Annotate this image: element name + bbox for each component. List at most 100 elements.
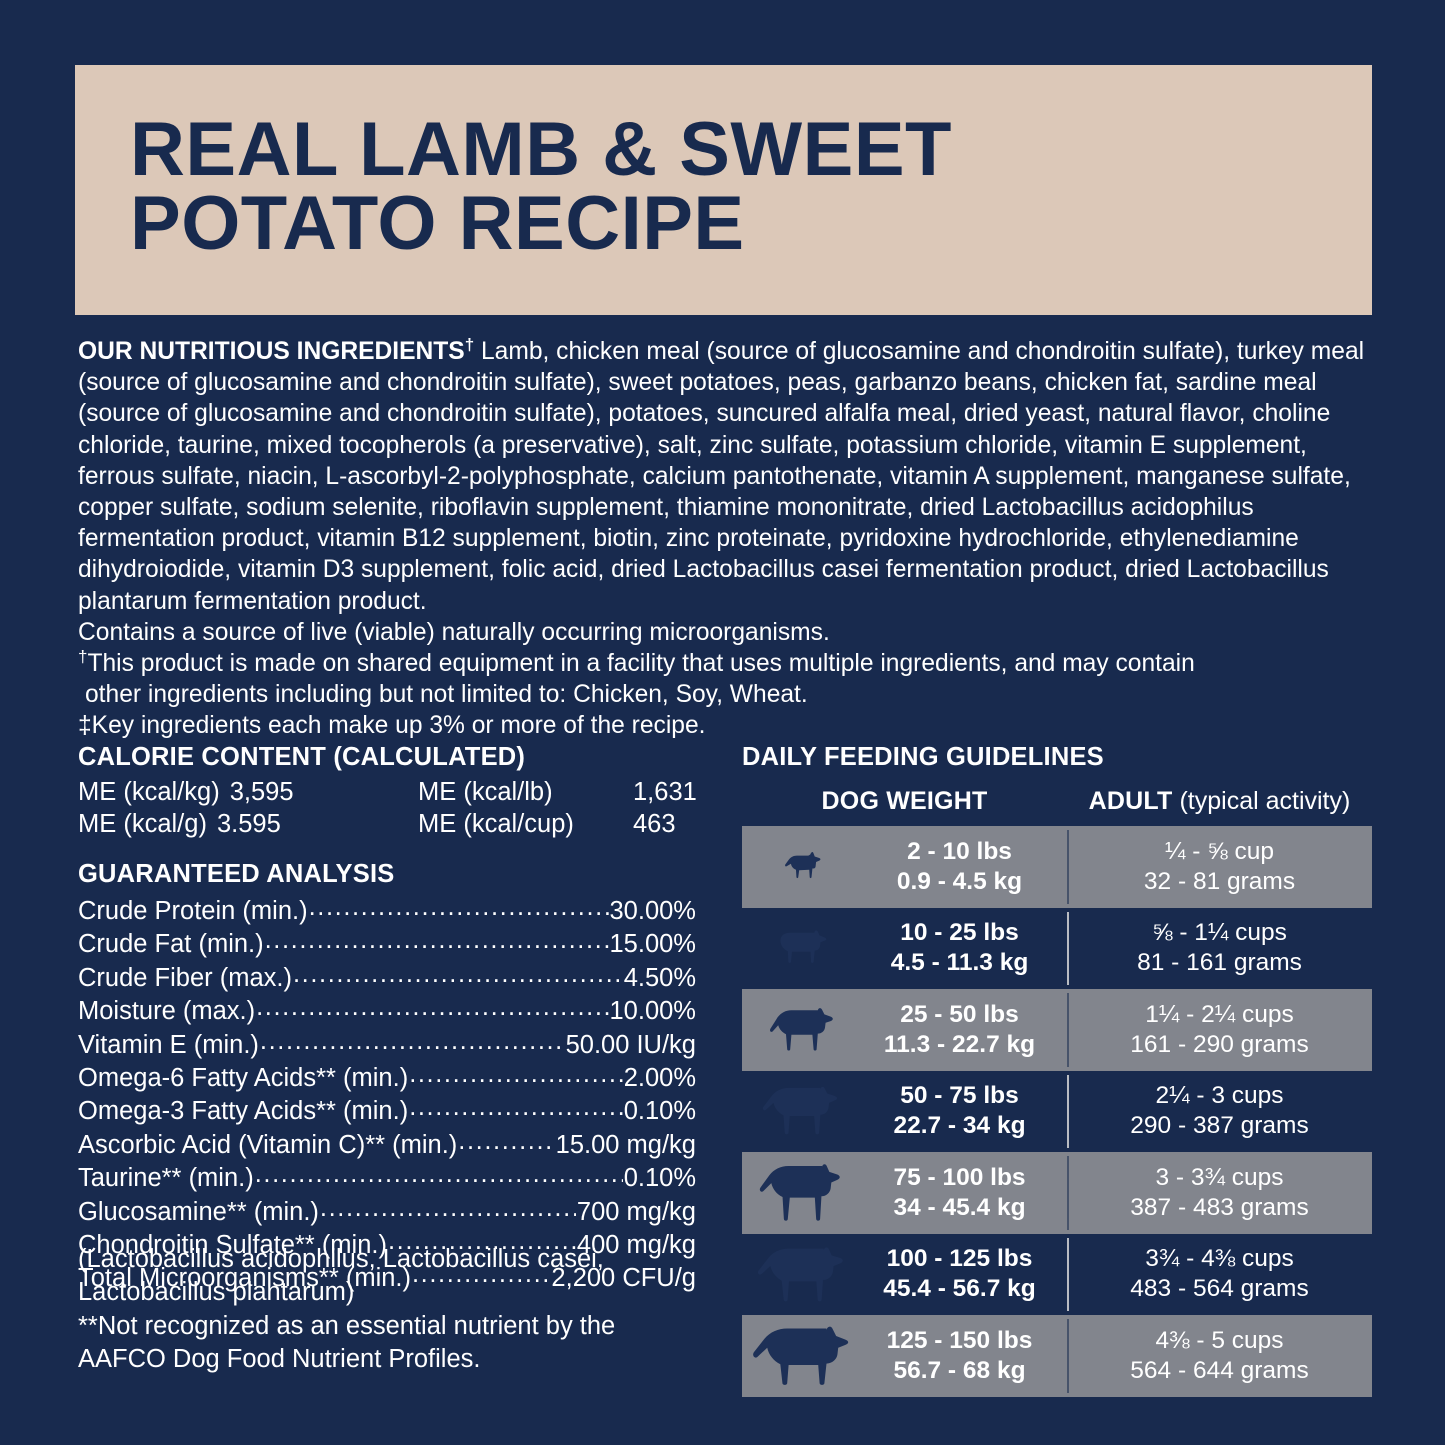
analysis-leader-dots (309, 896, 609, 919)
cell-adult-amount: 4⅜ - 5 cups 564 - 644 grams (1067, 1326, 1372, 1386)
analysis-leader-dots (458, 1130, 554, 1153)
column-divider (1067, 1319, 1069, 1393)
feeding-table-row: 100 - 125 lbs 45.4 - 56.7 kg 3¾ - 4⅜ cups 4… (742, 1234, 1372, 1316)
weight-kg: 4.5 - 11.3 kg (890, 949, 1029, 977)
calorie-value: 3.595 (216, 810, 281, 838)
analysis-nutrient-name: Omega-6 Fatty Acids** (min.) (78, 1064, 409, 1093)
ingredients-heading: OUR NUTRITIOUS INGREDIENTS† (78, 334, 475, 365)
ingredients-body: Lamb, chicken meal (source of glucosamin… (78, 338, 1365, 615)
dog-weight-text: 125 - 150 lbs 56.7 - 68 kg (860, 1326, 1067, 1386)
dog-weight-text: 100 - 125 lbs 45.4 - 56.7 kg (860, 1244, 1067, 1304)
analysis-leader-dots (412, 1263, 550, 1286)
feeding-table-row: 75 - 100 lbs 34 - 45.4 kg 3 - 3¾ cups 387 -… (742, 1152, 1372, 1234)
cell-dog-weight: 2 - 10 lbs 0.9 - 4.5 kg (742, 837, 1067, 897)
guaranteed-analysis-rows: Crude Protein (min.) 30.00% Crude Fat (min… (78, 895, 696, 1296)
analysis-nutrient-value: 15.00% (609, 930, 697, 959)
calorie-cell-kcal-per-lb: ME (kcal/lb) 1,631 (418, 776, 697, 808)
analysis-leader-dots (255, 1163, 623, 1186)
calorie-label: ME (kcal/g) (78, 810, 207, 838)
analysis-leader-dots (256, 996, 608, 1019)
feeding-table-row: 125 - 150 lbs 56.7 - 68 kg 4⅜ - 5 cups 564 … (742, 1315, 1372, 1397)
cell-adult-amount: 3 - 3¾ cups 387 - 483 grams (1067, 1163, 1372, 1223)
weight-kg: 34 - 45.4 kg (893, 1193, 1026, 1221)
column-header-adult-sublabel: (typical activity) (1172, 786, 1351, 815)
column-divider (1067, 911, 1069, 985)
analysis-row: Omega-3 Fatty Acids** (min.) 0.10% (78, 1095, 696, 1128)
dog-weight-text: 50 - 75 lbs 22.7 - 34 kg (860, 1081, 1067, 1141)
analysis-nutrient-name: Moisture (max.) (78, 997, 256, 1026)
amount-grams: 387 - 483 grams (1130, 1193, 1309, 1221)
ingredients-dagger-marker: † (464, 334, 475, 354)
dog-xgiant-icon (742, 1325, 860, 1387)
dog-weight-text: 10 - 25 lbs 4.5 - 11.3 kg (860, 918, 1067, 978)
calorie-cell-kcal-per-cup: ME (kcal/cup) 463 (418, 808, 676, 840)
weight-kg: 56.7 - 68 kg (893, 1356, 1026, 1384)
analysis-row: Omega-6 Fatty Acids** (min.) 2.00% (78, 1062, 696, 1095)
weight-lbs: 10 - 25 lbs (900, 919, 1019, 947)
amount-cups: 3¾ - 4⅜ cups (1145, 1245, 1294, 1273)
calorie-cell-kcal-per-kg: ME (kcal/kg) 3,595 (78, 776, 418, 808)
cell-adult-amount: 2¼ - 3 cups 290 - 387 grams (1067, 1081, 1372, 1141)
weight-kg: 11.3 - 22.7 kg (883, 1030, 1036, 1058)
cell-dog-weight: 25 - 50 lbs 11.3 - 22.7 kg (742, 1000, 1067, 1060)
calorie-row: ME (kcal/g) 3.595 ME (kcal/cup) 463 (78, 808, 718, 840)
column-header-adult: ADULT (typical activity) (1067, 787, 1372, 816)
amount-grams: 483 - 564 grams (1130, 1275, 1309, 1303)
analysis-nutrient-value: 2.00% (623, 1064, 696, 1093)
guaranteed-analysis-footnotes: (Lactobacillus acidophilus, Lactobacillu… (78, 1243, 738, 1377)
footnote-double-dagger: ‡Key ingredients each make up 3% or more… (78, 712, 706, 740)
analysis-nutrient-value: 50.00 IU/kg (565, 1030, 696, 1059)
weight-kg: 22.7 - 34 kg (893, 1112, 1026, 1140)
amount-cups: 3 - 3¾ cups (1155, 1163, 1284, 1191)
analysis-row: Moisture (max.) 10.00% (78, 995, 696, 1028)
analysis-leader-dots (409, 1063, 623, 1086)
calorie-content-heading: CALORIE CONTENT (CALCULATED) (78, 743, 526, 771)
amount-cups: ⅝ - 1¼ cups (1152, 919, 1287, 947)
column-header-adult-label: ADULT (1088, 786, 1173, 815)
cell-adult-amount: ⅝ - 1¼ cups 81 - 161 grams (1067, 918, 1372, 978)
analysis-nutrient-name: Omega-3 Fatty Acids** (min.) (78, 1097, 409, 1126)
feeding-table-column-headers: DOG WEIGHT ADULT (typical activity) (742, 781, 1372, 821)
analysis-nutrient-name: Vitamin E (min.) (78, 1030, 259, 1059)
cell-adult-amount: 1¼ - 2¼ cups 161 - 290 grams (1067, 1000, 1372, 1060)
cell-dog-weight: 75 - 100 lbs 34 - 45.4 kg (742, 1163, 1067, 1223)
analysis-nutrient-value: 700 mg/kg (576, 1197, 696, 1226)
page-title: REAL LAMB & SWEET POTATO RECIPE (130, 106, 952, 266)
calorie-label: ME (kcal/kg) (78, 778, 220, 806)
dog-weight-text: 2 - 10 lbs 0.9 - 4.5 kg (860, 837, 1067, 897)
analysis-nutrient-value: 0.10% (623, 1097, 696, 1126)
guaranteed-analysis-heading: GUARANTEED ANALYSIS (78, 860, 395, 888)
dog-weight-text: 75 - 100 lbs 34 - 45.4 kg (860, 1163, 1067, 1223)
feeding-table-row: 10 - 25 lbs 4.5 - 11.3 kg ⅝ - 1¼ cups 81 - … (742, 908, 1372, 990)
calorie-cell-kcal-per-g: ME (kcal/g) 3.595 (78, 808, 418, 840)
analysis-row: Chondroitin Sulfate** (min.) 400 mg/kg (78, 1229, 696, 1262)
weight-kg: 0.9 - 4.5 kg (896, 867, 1023, 895)
cell-dog-weight: 10 - 25 lbs 4.5 - 11.3 kg (742, 918, 1067, 978)
footnote-dagger: †This product is made on shared equipmen… (78, 648, 1373, 710)
analysis-row: Crude Protein (min.) 30.00% (78, 895, 696, 928)
weight-lbs: 25 - 50 lbs (900, 1000, 1019, 1028)
amount-grams: 564 - 644 grams (1130, 1356, 1309, 1384)
cell-dog-weight: 100 - 125 lbs 45.4 - 56.7 kg (742, 1244, 1067, 1304)
cultures-line-1: (Lactobacillus acidophilus, Lactobacillu… (78, 1245, 604, 1273)
feeding-table-row: 2 - 10 lbs 0.9 - 4.5 kg ¼ - ⅝ cup 32 - 81 g… (742, 826, 1372, 908)
amount-cups: 1¼ - 2¼ cups (1145, 1000, 1294, 1028)
analysis-nutrient-value: 0.10% (623, 1164, 696, 1193)
footnote-dagger-line2: other ingredients including but not limi… (85, 681, 808, 709)
footnote-dagger-line1: This product is made on shared equipment… (87, 650, 1195, 678)
ingredients-heading-label: OUR NUTRITIOUS INGREDIENTS (78, 338, 465, 365)
analysis-nutrient-value: 400 mg/kg (576, 1231, 696, 1260)
amount-grams: 32 - 81 grams (1143, 867, 1296, 895)
analysis-row: Ascorbic Acid (Vitamin C)** (min.) 15.00 … (78, 1129, 696, 1162)
calorie-row: ME (kcal/kg) 3,595 ME (kcal/lb) 1,631 (78, 776, 718, 808)
analysis-nutrient-value: 30.00% (609, 897, 697, 925)
dog-large-icon (742, 1086, 860, 1136)
analysis-nutrient-value: 10.00% (609, 997, 697, 1026)
analysis-row: Taurine** (min.) 0.10% (78, 1162, 696, 1195)
calorie-value: 463 (633, 810, 676, 838)
feeding-table-rows: 2 - 10 lbs 0.9 - 4.5 kg ¼ - ⅝ cup 32 - 81 g… (742, 826, 1372, 1397)
cell-dog-weight: 50 - 75 lbs 22.7 - 34 kg (742, 1081, 1067, 1141)
aafco-line-1: **Not recognized as an essential nutrien… (78, 1311, 616, 1340)
analysis-row: Vitamin E (min.) 50.00 IU/kg (78, 1029, 696, 1062)
column-divider (1067, 1074, 1069, 1148)
